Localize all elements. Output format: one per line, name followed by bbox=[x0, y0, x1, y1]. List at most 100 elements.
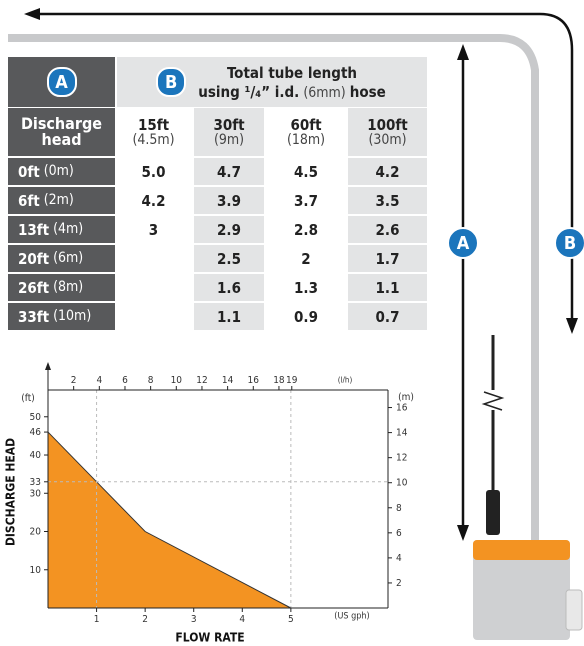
cell-value: 2.5 bbox=[217, 249, 241, 268]
cell-value: 4.2 bbox=[375, 162, 400, 181]
x-axis-label: FLOW RATE bbox=[175, 631, 244, 645]
header-title: B Total tube length using ¹/₄” i.d. (6mm) ho… bbox=[117, 57, 427, 107]
row-header-label: Discharge head bbox=[20, 114, 103, 149]
y-tick-label: 30 bbox=[30, 488, 42, 499]
table-title: Total tube length bbox=[226, 64, 358, 82]
table-subtitle: hose bbox=[349, 83, 386, 101]
y2-tick-label: 8 bbox=[396, 503, 402, 514]
x-tick-label: 4 bbox=[239, 614, 245, 625]
y-tick-label: 20 bbox=[30, 527, 42, 538]
y2-unit: (m) bbox=[398, 392, 414, 403]
table-cell: 3 bbox=[117, 216, 190, 243]
table-cell: 2 bbox=[268, 245, 344, 272]
table-cell: 4.2 bbox=[348, 158, 427, 185]
tube bbox=[8, 34, 539, 540]
cell-value: 3.7 bbox=[294, 191, 318, 210]
line bbox=[47, 431, 292, 609]
header-a: A bbox=[8, 57, 115, 107]
badge bbox=[554, 227, 584, 259]
row-label: 13ft (4m) bbox=[8, 216, 115, 243]
x2-tick-label: 8 bbox=[148, 375, 154, 386]
table-cell: 0.9 bbox=[268, 303, 344, 330]
pump bbox=[473, 540, 570, 640]
y-tick-label: 50 bbox=[30, 412, 42, 423]
x-tick-label: 2 bbox=[142, 614, 148, 625]
cable-break bbox=[481, 391, 505, 411]
table-cell: 1.3 bbox=[268, 274, 344, 301]
table-cell: 1.6 bbox=[194, 274, 264, 301]
column-sub: (30m) bbox=[368, 131, 407, 148]
column-header: 15ft (4.5m) bbox=[117, 108, 190, 156]
cell-value: 2.8 bbox=[294, 220, 318, 239]
y2-tick-label: 2 bbox=[396, 578, 402, 589]
cell-value: 3 bbox=[148, 220, 159, 239]
cell-value: 2.6 bbox=[375, 220, 400, 239]
x2-tick-label: 19 bbox=[286, 375, 298, 386]
table-cell bbox=[117, 303, 190, 330]
x2-tick-label: 18 bbox=[273, 375, 285, 386]
cell-value: 3.9 bbox=[217, 191, 241, 210]
diagram bbox=[8, 8, 583, 640]
x2-tick-label: 6 bbox=[122, 375, 128, 386]
table-cell: 3.9 bbox=[194, 187, 264, 214]
table-cell: 4.5 bbox=[268, 158, 344, 185]
row-label-main: 20ft bbox=[18, 249, 50, 268]
x2-tick-label: 12 bbox=[196, 375, 207, 386]
row-label: 26ft (8m) bbox=[8, 274, 115, 301]
cell-value: 1.1 bbox=[375, 278, 400, 297]
y-tick-label: 10 bbox=[30, 565, 42, 576]
column-sub: (4.5m) bbox=[132, 131, 175, 148]
cell-value: 2 bbox=[301, 249, 311, 268]
table-cell bbox=[117, 245, 190, 272]
y2-tick-label: 6 bbox=[396, 528, 402, 539]
cell-value: 4.2 bbox=[141, 191, 166, 210]
cell-value: 2.9 bbox=[217, 220, 241, 239]
table-cell bbox=[117, 274, 190, 301]
title-line: Total tube length bbox=[196, 63, 388, 82]
row-header: Discharge head bbox=[8, 108, 115, 156]
row-label: 6ft (2m) bbox=[8, 187, 115, 214]
x2-tick-label: 16 bbox=[248, 375, 260, 386]
x2-tick-label: 4 bbox=[96, 375, 102, 386]
y2-tick-label: 12 bbox=[396, 453, 407, 464]
cell-value: 1.1 bbox=[217, 307, 241, 326]
cell-value: 1.6 bbox=[217, 278, 241, 297]
row-label-main: 26ft bbox=[18, 278, 50, 297]
row-label: 33ft (10m) bbox=[8, 303, 115, 330]
row-label: 0ft (0m) bbox=[8, 158, 115, 185]
row-label-sub: (4m) bbox=[53, 221, 84, 237]
row-label-sub: (6m) bbox=[53, 250, 84, 266]
x2-tick-label: 14 bbox=[222, 375, 234, 386]
column-sub: (9m) bbox=[213, 131, 245, 148]
table-cell: 2.5 bbox=[194, 245, 264, 272]
table-cell: 0.7 bbox=[348, 303, 427, 330]
y2-tick-label: 10 bbox=[396, 478, 408, 489]
column-header: 100ft (30m) bbox=[348, 108, 427, 156]
table-cell: 2.8 bbox=[268, 216, 344, 243]
badge: A bbox=[46, 67, 77, 97]
table-cell: 4.7 bbox=[194, 158, 264, 185]
row-label-main: 6ft bbox=[18, 191, 40, 210]
table-cell: 1.1 bbox=[194, 303, 264, 330]
row-label-main: 33ft bbox=[18, 307, 50, 326]
cell-value: 4.5 bbox=[294, 162, 318, 181]
y-tick-label: 46 bbox=[30, 427, 42, 438]
x-unit: (US gph) bbox=[334, 612, 369, 622]
y-unit: (ft) bbox=[21, 393, 35, 404]
table-cell: 4.2 bbox=[117, 187, 190, 214]
badge-label: B bbox=[564, 233, 576, 254]
row-label: 20ft (6m) bbox=[8, 245, 115, 272]
y-axis-arrow bbox=[45, 362, 51, 370]
y-tick-label: 33 bbox=[30, 477, 41, 488]
area bbox=[48, 432, 291, 608]
row-label-sub: (8m) bbox=[53, 279, 84, 295]
title-block: Total tube length using ¹/₄” i.d. (6mm) hos… bbox=[196, 63, 388, 101]
y2-tick-label: 4 bbox=[396, 553, 402, 564]
arrow-b bbox=[36, 12, 574, 325]
x2-unit: (l/h) bbox=[338, 376, 353, 385]
y2-tick-label: 16 bbox=[396, 403, 408, 414]
cell-value: 5.0 bbox=[141, 162, 166, 181]
